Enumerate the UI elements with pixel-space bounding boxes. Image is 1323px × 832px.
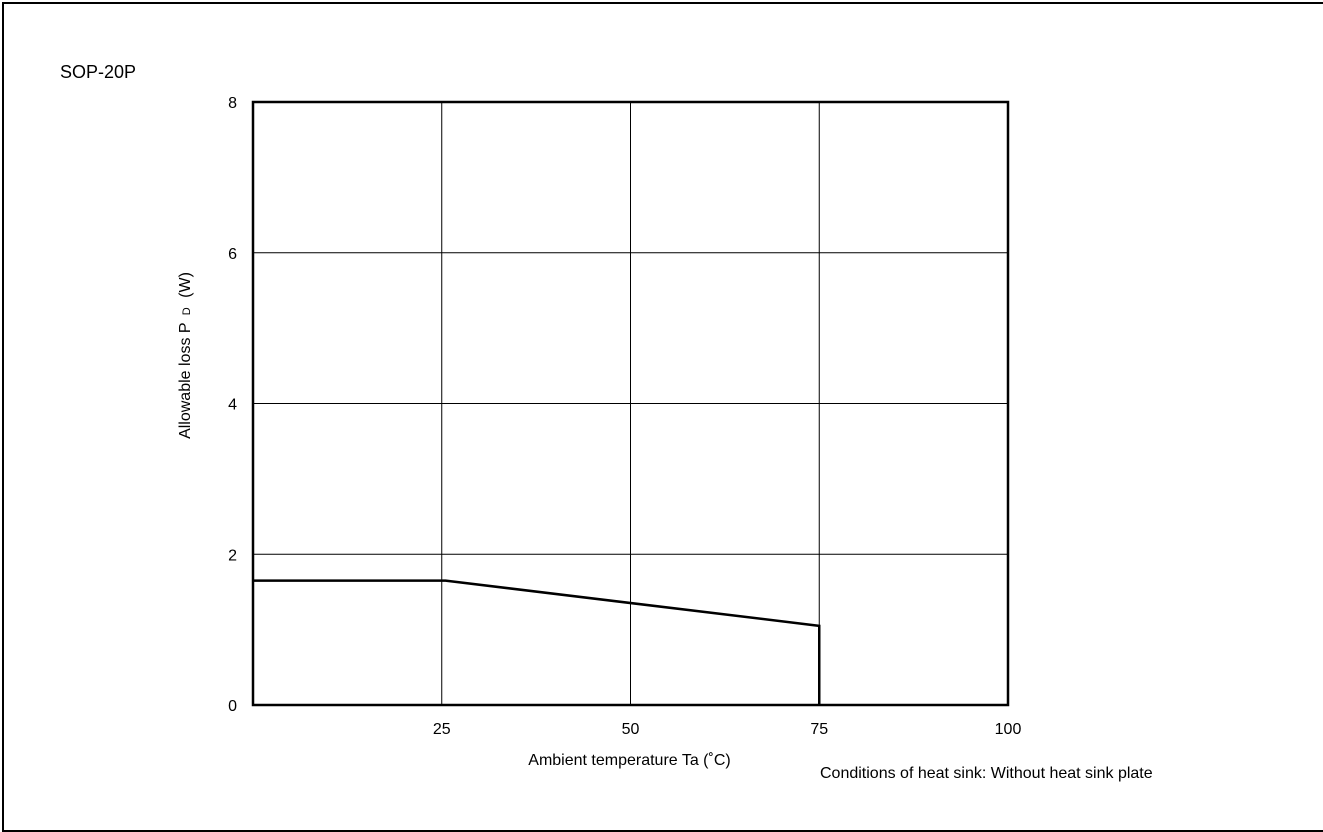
y-tick-label: 4 xyxy=(228,397,237,414)
y-axis-title-main: Allowable loss P xyxy=(177,323,194,439)
y-axis-title-subscript: D xyxy=(181,307,193,315)
y-tick-label: 8 xyxy=(228,95,237,112)
y-tick-label: 0 xyxy=(228,698,237,715)
series-layer xyxy=(253,579,821,705)
y-tick-label: 2 xyxy=(228,547,237,564)
plot-area xyxy=(251,100,1010,707)
x-tick-label: 50 xyxy=(622,721,640,738)
y-axis-ticks: 0 2 4 6 8 xyxy=(228,95,237,715)
heat-sink-note: Conditions of heat sink: Without heat si… xyxy=(820,765,1153,782)
y-tick-label: 6 xyxy=(228,246,237,263)
x-axis-ticks: 25 50 75 100 xyxy=(433,721,1022,738)
package-label: SOP-20P xyxy=(60,62,137,82)
y-axis-title: Allowable loss P D (W) xyxy=(177,272,194,439)
x-axis-title: Ambient temperature Ta (˚C) xyxy=(528,752,730,769)
grid-lines xyxy=(253,102,1008,705)
x-tick-label: 100 xyxy=(995,721,1022,738)
x-tick-label: 25 xyxy=(433,721,451,738)
series-line xyxy=(253,579,821,705)
x-tick-label: 75 xyxy=(810,721,828,738)
y-axis-title-unit: (W) xyxy=(177,272,194,298)
